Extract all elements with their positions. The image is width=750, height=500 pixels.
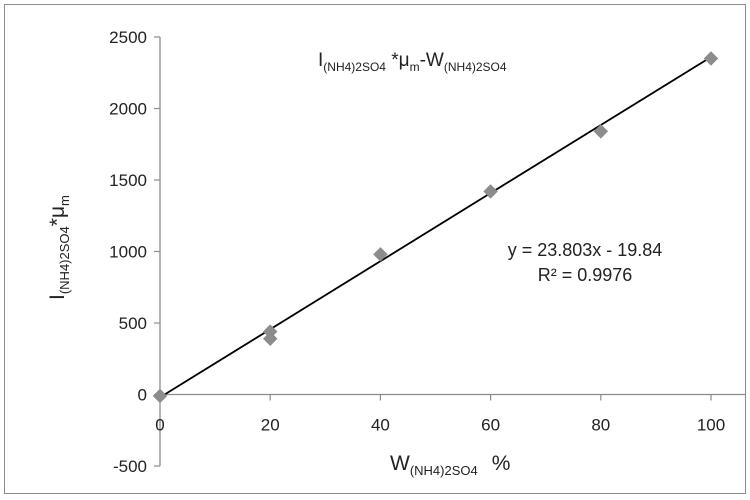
data-point	[373, 247, 388, 262]
trendline	[159, 56, 712, 399]
y-tick-label: 2000	[109, 100, 147, 119]
tick-label-layer: -500 0 500 1000 1500 2000 2500 0 20 40 60 80 100	[109, 28, 725, 476]
data-point	[483, 184, 498, 199]
data-point	[593, 124, 609, 139]
y-tick-label: -500	[113, 457, 147, 476]
y-tick-label: 1500	[109, 171, 147, 190]
chart-title: I(NH4)2SO4 *μm-W(NH4)2SO4	[318, 50, 507, 74]
x-tick-label: 0	[155, 416, 164, 435]
r-squared-label: R² = 0.9976	[538, 265, 633, 285]
chart-border	[4, 4, 746, 494]
x-tick-label: 100	[697, 416, 725, 435]
points-layer	[152, 51, 719, 404]
trendline-equation: y = 23.803x - 19.84	[508, 240, 663, 260]
x-tick-label: 20	[261, 416, 280, 435]
y-tick-label: 1000	[109, 243, 147, 262]
data-point	[703, 51, 719, 66]
x-tick-label: 80	[591, 416, 610, 435]
data-point	[262, 331, 278, 347]
x-tick-label: 60	[481, 416, 500, 435]
x-axis-label: W(NH4)2SO4%	[390, 452, 510, 478]
trendline-layer	[159, 56, 712, 399]
y-axis-label: I(NH4)2SO4*μm	[46, 195, 72, 300]
y-tick-label: 500	[119, 314, 147, 333]
data-point	[152, 388, 168, 404]
y-tick-label: 0	[138, 386, 147, 405]
y-tick-label: 2500	[109, 28, 147, 47]
x-tick-label: 40	[371, 416, 390, 435]
